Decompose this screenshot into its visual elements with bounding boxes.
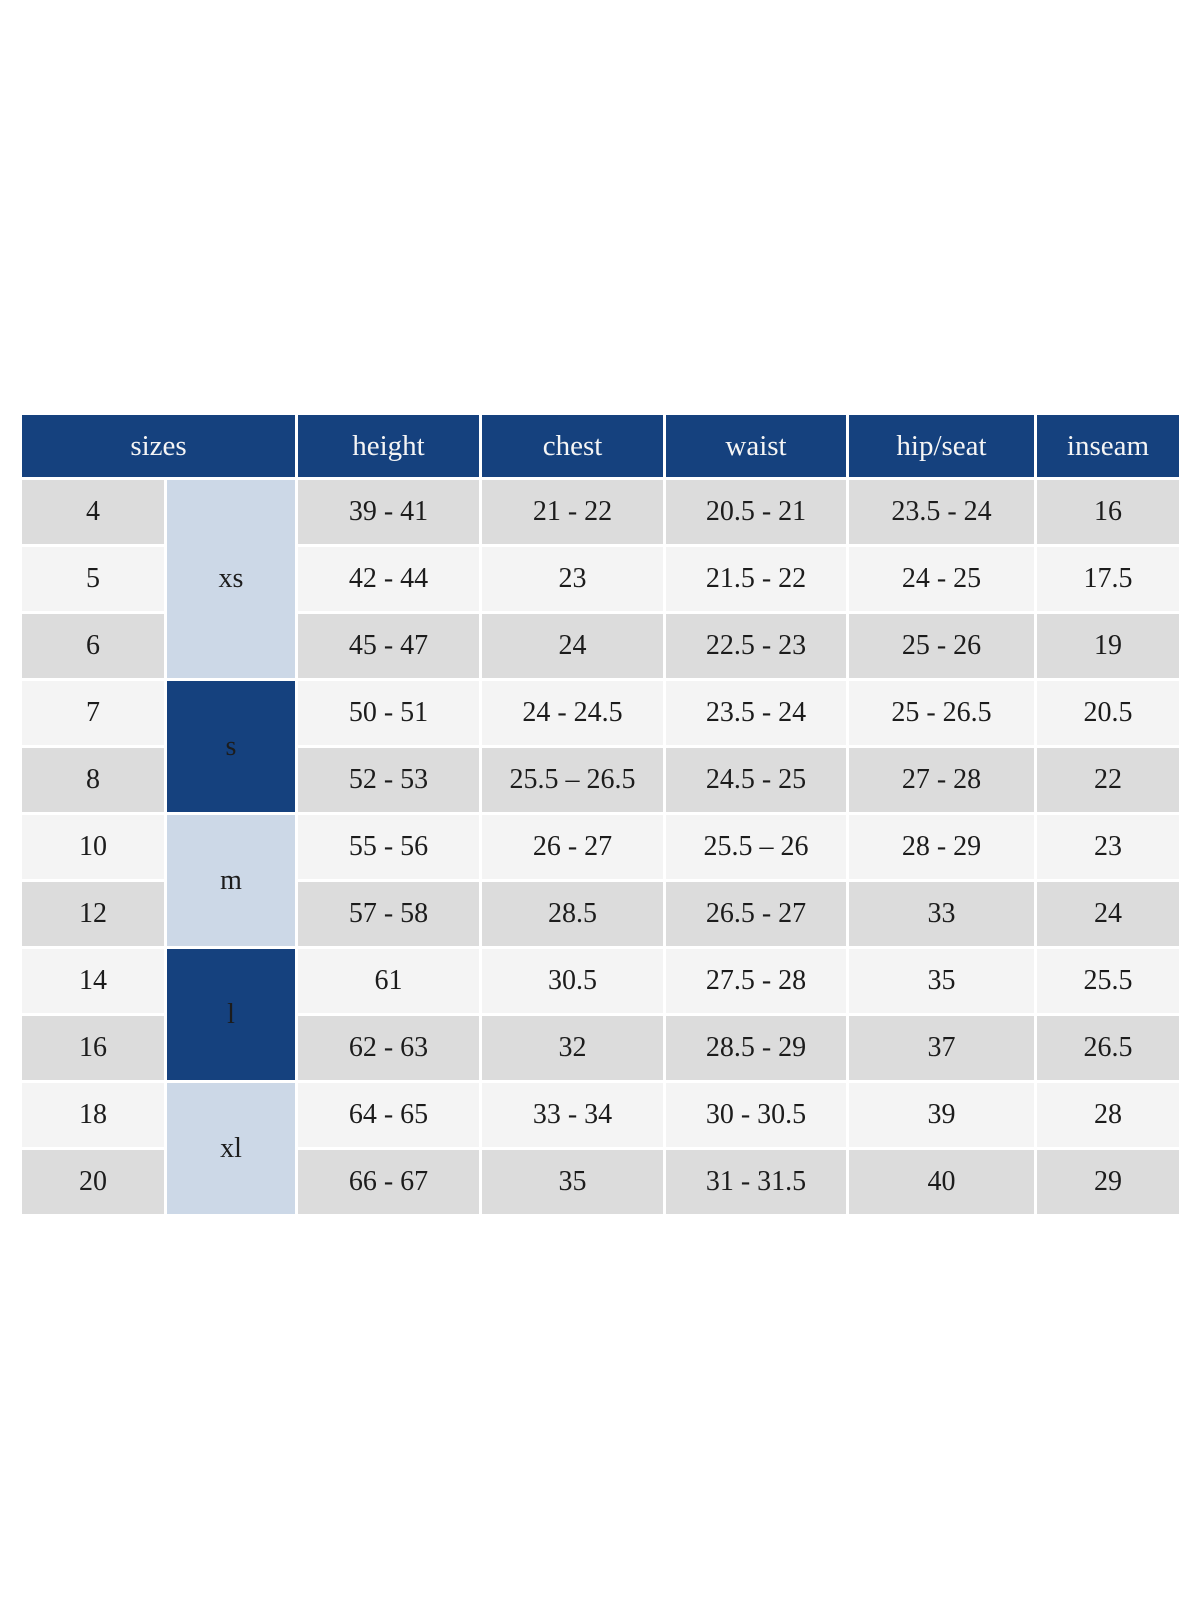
table-row: 6 45 - 47 24 22.5 - 23 25 - 26 19 xyxy=(22,614,1179,678)
header-cell-sizes: sizes xyxy=(22,415,295,477)
waist-cell: 21.5 - 22 xyxy=(666,547,846,611)
chest-cell: 24 xyxy=(482,614,663,678)
size-group-s: s xyxy=(167,681,295,812)
waist-cell: 20.5 - 21 xyxy=(666,480,846,544)
size-chart-table: sizes height chest waist hip/seat inseam… xyxy=(19,412,1182,1217)
size-number-cell: 10 xyxy=(22,815,164,879)
height-cell: 64 - 65 xyxy=(298,1083,479,1147)
size-number-cell: 7 xyxy=(22,681,164,745)
hip-seat-cell: 35 xyxy=(849,949,1034,1013)
inseam-cell: 19 xyxy=(1037,614,1179,678)
waist-cell: 23.5 - 24 xyxy=(666,681,846,745)
size-number-cell: 8 xyxy=(22,748,164,812)
table-row: 10 m 55 - 56 26 - 27 25.5 – 26 28 - 29 2… xyxy=(22,815,1179,946)
chest-cell: 21 - 22 xyxy=(482,480,663,544)
table-row: 5 42 - 44 23 21.5 - 22 24 - 25 17.5 xyxy=(22,547,1179,611)
size-number-cell: 14 xyxy=(22,949,164,1013)
waist-cell: 27.5 - 28 xyxy=(666,949,846,1013)
hip-seat-cell: 25 - 26 xyxy=(849,614,1034,678)
inseam-cell: 22 xyxy=(1037,748,1179,812)
height-cell: 66 - 67 xyxy=(298,1150,479,1214)
inseam-cell: 26.5 xyxy=(1037,1016,1179,1080)
hip-seat-cell: 25 - 26.5 xyxy=(849,681,1034,745)
size-group-xl: xl xyxy=(167,1083,295,1214)
chest-cell: 26 - 27 xyxy=(482,815,663,879)
inseam-cell: 17.5 xyxy=(1037,547,1179,611)
chest-cell: 32 xyxy=(482,1016,663,1080)
table-row: 20 66 - 67 35 31 - 31.5 40 29 xyxy=(22,1150,1179,1214)
size-group-m: m xyxy=(167,815,295,946)
waist-cell: 26.5 - 27 xyxy=(666,882,846,946)
table-row: 18 xl 64 - 65 33 - 34 30 - 30.5 39 28 xyxy=(22,1083,1179,1214)
hip-seat-cell: 40 xyxy=(849,1150,1034,1214)
hip-seat-cell: 28 - 29 xyxy=(849,815,1034,879)
waist-cell: 22.5 - 23 xyxy=(666,614,846,678)
height-cell: 50 - 51 xyxy=(298,681,479,745)
waist-cell: 30 - 30.5 xyxy=(666,1083,846,1147)
height-cell: 45 - 47 xyxy=(298,614,479,678)
hip-seat-cell: 24 - 25 xyxy=(849,547,1034,611)
hip-seat-cell: 33 xyxy=(849,882,1034,946)
chest-cell: 23 xyxy=(482,547,663,611)
inseam-cell: 28 xyxy=(1037,1083,1179,1147)
inseam-cell: 24 xyxy=(1037,882,1179,946)
chest-cell: 28.5 xyxy=(482,882,663,946)
inseam-cell: 29 xyxy=(1037,1150,1179,1214)
height-cell: 55 - 56 xyxy=(298,815,479,879)
header-cell-inseam: inseam xyxy=(1037,415,1179,477)
waist-cell: 31 - 31.5 xyxy=(666,1150,846,1214)
size-number-cell: 6 xyxy=(22,614,164,678)
size-number-cell: 20 xyxy=(22,1150,164,1214)
size-group-l: l xyxy=(167,949,295,1080)
header-row: sizes height chest waist hip/seat inseam xyxy=(22,415,1179,477)
height-cell: 62 - 63 xyxy=(298,1016,479,1080)
height-cell: 42 - 44 xyxy=(298,547,479,611)
header-cell-height: height xyxy=(298,415,479,477)
size-number-cell: 5 xyxy=(22,547,164,611)
hip-seat-cell: 27 - 28 xyxy=(849,748,1034,812)
height-cell: 52 - 53 xyxy=(298,748,479,812)
inseam-cell: 16 xyxy=(1037,480,1179,544)
size-number-cell: 12 xyxy=(22,882,164,946)
chest-cell: 25.5 – 26.5 xyxy=(482,748,663,812)
inseam-cell: 20.5 xyxy=(1037,681,1179,745)
height-cell: 57 - 58 xyxy=(298,882,479,946)
size-group-xs: xs xyxy=(167,480,295,678)
hip-seat-cell: 37 xyxy=(849,1016,1034,1080)
table-row: 8 52 - 53 25.5 – 26.5 24.5 - 25 27 - 28 … xyxy=(22,748,1179,812)
waist-cell: 28.5 - 29 xyxy=(666,1016,846,1080)
chest-cell: 30.5 xyxy=(482,949,663,1013)
waist-cell: 24.5 - 25 xyxy=(666,748,846,812)
chest-cell: 35 xyxy=(482,1150,663,1214)
chest-cell: 33 - 34 xyxy=(482,1083,663,1147)
header-cell-hip-seat: hip/seat xyxy=(849,415,1034,477)
table-row: 16 62 - 63 32 28.5 - 29 37 26.5 xyxy=(22,1016,1179,1080)
chest-cell: 24 - 24.5 xyxy=(482,681,663,745)
header-cell-waist: waist xyxy=(666,415,846,477)
height-cell: 61 xyxy=(298,949,479,1013)
header-cell-chest: chest xyxy=(482,415,663,477)
height-cell: 39 - 41 xyxy=(298,480,479,544)
inseam-cell: 23 xyxy=(1037,815,1179,879)
table-row: 4 xs 39 - 41 21 - 22 20.5 - 21 23.5 - 24… xyxy=(22,480,1179,678)
hip-seat-cell: 23.5 - 24 xyxy=(849,480,1034,544)
size-number-cell: 16 xyxy=(22,1016,164,1080)
hip-seat-cell: 39 xyxy=(849,1083,1034,1147)
table-row: 7 s 50 - 51 24 - 24.5 23.5 - 24 25 - 26.… xyxy=(22,681,1179,812)
size-number-cell: 18 xyxy=(22,1083,164,1147)
table-row: 12 57 - 58 28.5 26.5 - 27 33 24 xyxy=(22,882,1179,946)
waist-cell: 25.5 – 26 xyxy=(666,815,846,879)
size-number-cell: 4 xyxy=(22,480,164,544)
table-row: 14 l 61 30.5 27.5 - 28 35 25.5 xyxy=(22,949,1179,1080)
inseam-cell: 25.5 xyxy=(1037,949,1179,1013)
